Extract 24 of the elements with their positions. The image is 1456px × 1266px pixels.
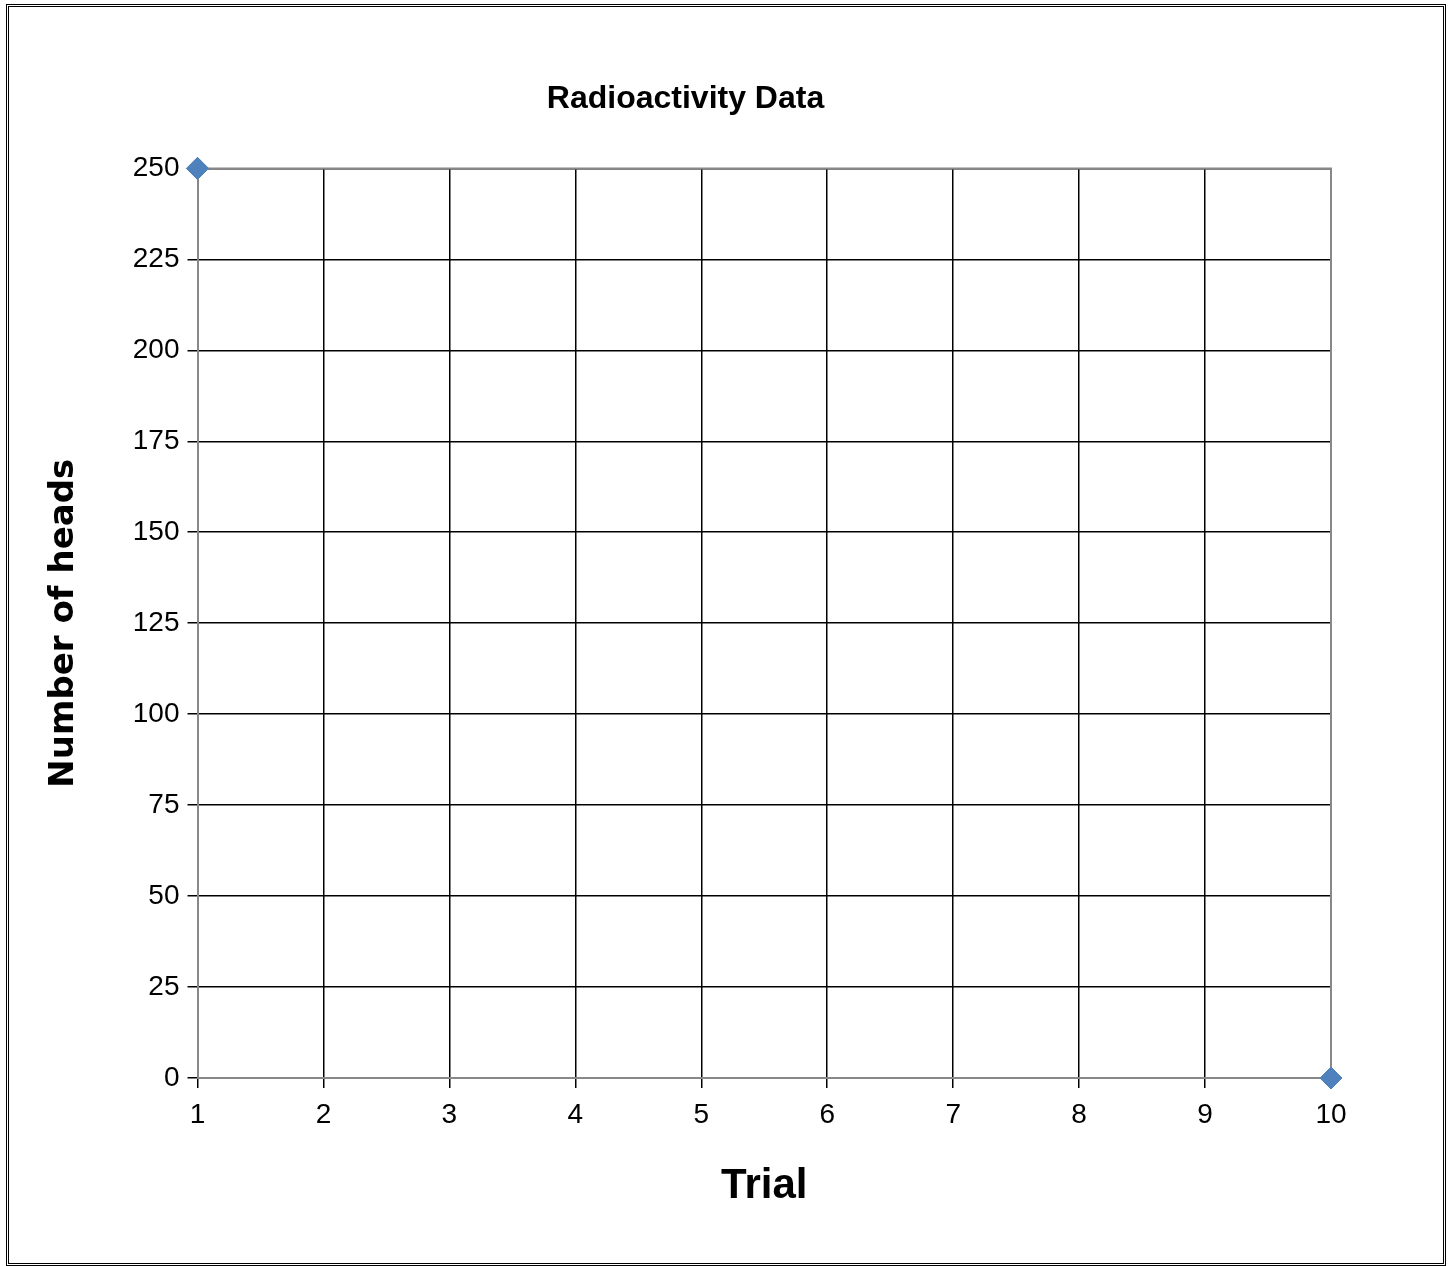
x-axis-title: Trial (721, 1160, 808, 1208)
y-tick-label: 150 (132, 514, 180, 546)
y-tick-label: 25 (148, 969, 180, 1001)
y-tick-label: 225 (132, 242, 180, 274)
x-tick-label: 3 (441, 1097, 458, 1129)
y-tick-label: 125 (132, 605, 180, 637)
x-tick-label: 6 (819, 1097, 836, 1129)
x-tick-label: 10 (1315, 1097, 1347, 1129)
x-tick-label: 8 (1071, 1097, 1087, 1129)
y-tick-label: 250 (132, 151, 180, 183)
y-tick-label: 0 (163, 1060, 180, 1092)
x-tick-label: 2 (315, 1097, 332, 1129)
y-tick-label: 100 (132, 696, 180, 728)
y-tick-label: 200 (132, 333, 180, 365)
y-tick-label: 175 (132, 424, 180, 455)
x-tick-label: 7 (945, 1097, 961, 1129)
y-tick-label: 50 (148, 878, 180, 910)
chart-title: Radioactivity Data (546, 79, 825, 116)
x-tick-label: 5 (693, 1097, 710, 1129)
y-tick-label: 75 (148, 787, 180, 819)
x-tick-label: 4 (567, 1097, 584, 1129)
x-tick-label: 9 (1197, 1097, 1213, 1129)
y-axis-title: Number of heads (41, 458, 82, 788)
x-tick-label: 1 (189, 1097, 206, 1129)
